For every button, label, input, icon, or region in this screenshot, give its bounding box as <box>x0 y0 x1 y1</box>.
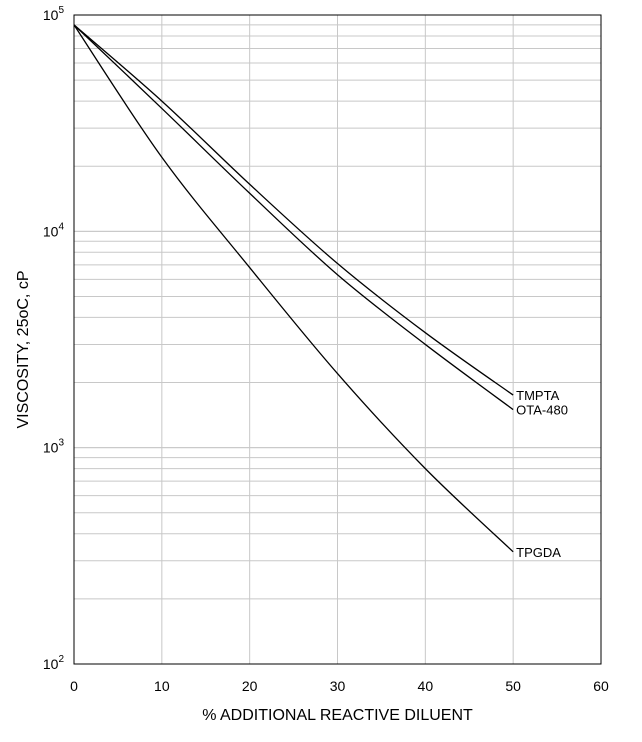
x-tick-label: 50 <box>505 678 521 694</box>
series-line-tmpta <box>73 24 514 396</box>
x-tick-label: 10 <box>154 678 170 694</box>
y-tick-label: 103 <box>43 438 65 456</box>
x-axis-title: % ADDITIONAL REACTIVE DILUENT <box>202 707 473 724</box>
y-axis-title: VISCOSITY, 25oC, cP <box>15 271 32 429</box>
series-label-tpgda: TPGDA <box>516 545 561 560</box>
x-tick-label: 60 <box>593 678 609 694</box>
plot-frame <box>73 14 602 665</box>
x-tick-label: 20 <box>242 678 258 694</box>
x-tick-labels: 0 10 20 30 40 50 60 <box>70 678 609 694</box>
series-label-ota-480: OTA-480 <box>516 403 568 418</box>
x-tick-label: 30 <box>330 678 346 694</box>
grid <box>74 15 601 664</box>
series-line-tpgda <box>73 24 514 553</box>
y-tick-labels: 102 103 104 105 <box>43 5 65 672</box>
x-tick-label: 40 <box>418 678 434 694</box>
y-tick-label: 105 <box>43 5 65 23</box>
y-tick-label: 102 <box>43 654 65 672</box>
y-tick-label: 104 <box>43 221 65 239</box>
series-label-tmpta: TMPTA <box>516 388 559 403</box>
x-tick-label: 0 <box>70 678 78 694</box>
series-line-ota-480 <box>73 24 514 411</box>
